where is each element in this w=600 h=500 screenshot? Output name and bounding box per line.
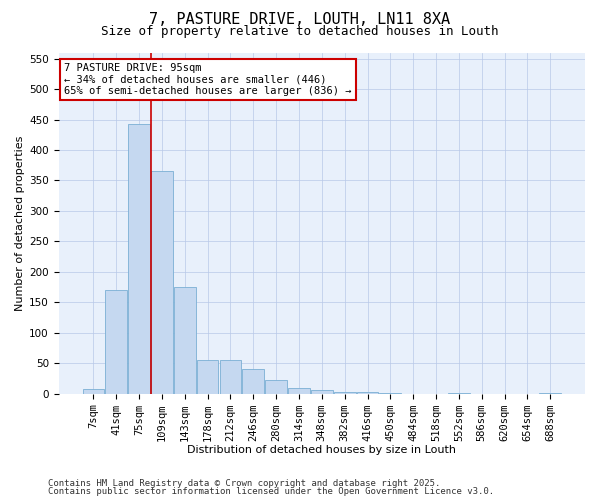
Bar bbox=[356, 392, 379, 394]
Bar bbox=[242, 369, 264, 394]
Bar bbox=[174, 287, 196, 394]
X-axis label: Distribution of detached houses by size in Louth: Distribution of detached houses by size … bbox=[187, 445, 457, 455]
Bar bbox=[311, 390, 332, 394]
Bar bbox=[288, 388, 310, 394]
Bar bbox=[106, 290, 127, 394]
Bar bbox=[379, 393, 401, 394]
Bar bbox=[83, 388, 104, 394]
Y-axis label: Number of detached properties: Number of detached properties bbox=[15, 136, 25, 310]
Bar bbox=[448, 393, 470, 394]
Bar bbox=[197, 360, 218, 394]
Text: Contains public sector information licensed under the Open Government Licence v3: Contains public sector information licen… bbox=[48, 488, 494, 496]
Bar bbox=[539, 393, 561, 394]
Text: 7 PASTURE DRIVE: 95sqm
← 34% of detached houses are smaller (446)
65% of semi-de: 7 PASTURE DRIVE: 95sqm ← 34% of detached… bbox=[64, 62, 352, 96]
Bar bbox=[151, 172, 173, 394]
Bar bbox=[128, 124, 150, 394]
Bar bbox=[334, 392, 356, 394]
Bar bbox=[220, 360, 241, 394]
Bar bbox=[265, 380, 287, 394]
Text: Contains HM Land Registry data © Crown copyright and database right 2025.: Contains HM Land Registry data © Crown c… bbox=[48, 478, 440, 488]
Text: Size of property relative to detached houses in Louth: Size of property relative to detached ho… bbox=[101, 25, 499, 38]
Text: 7, PASTURE DRIVE, LOUTH, LN11 8XA: 7, PASTURE DRIVE, LOUTH, LN11 8XA bbox=[149, 12, 451, 28]
